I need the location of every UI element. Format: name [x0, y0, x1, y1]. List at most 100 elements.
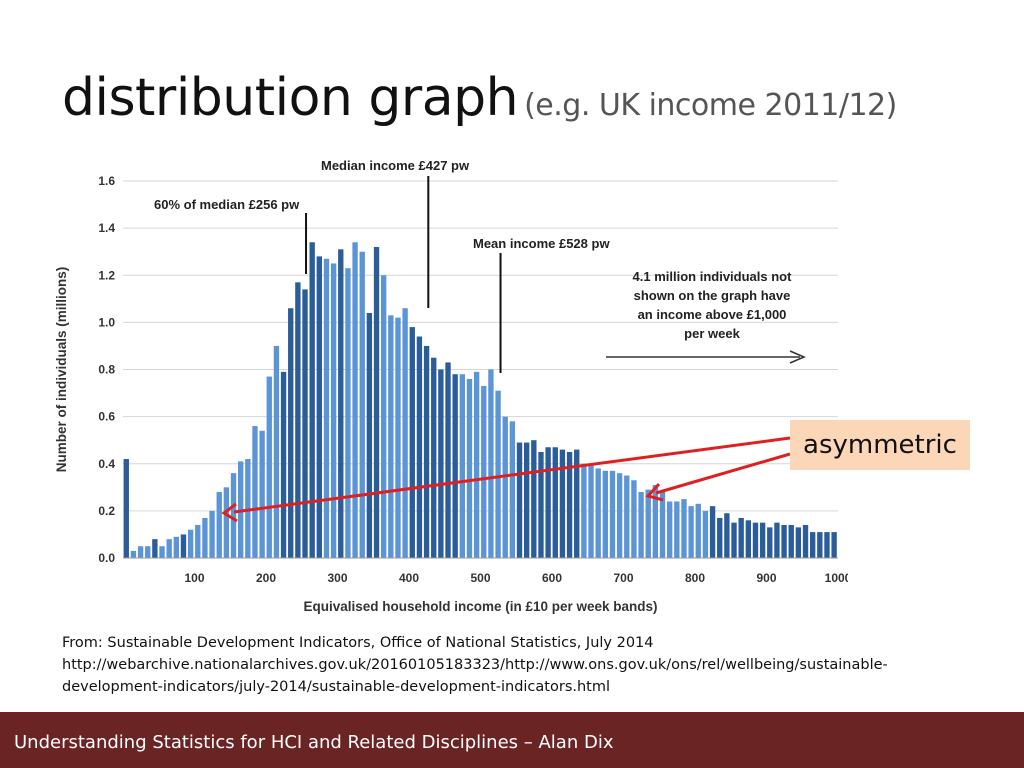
histogram-bar [652, 484, 659, 558]
histogram-bar [581, 463, 587, 558]
slide-title: distribution graph (e.g. UK income 2011/1… [62, 68, 897, 128]
histogram-bar [509, 421, 516, 558]
histogram-bar [702, 510, 709, 558]
histogram-bar [438, 369, 444, 558]
x-tick-label: 900 [756, 571, 776, 585]
histogram-bar [731, 522, 737, 558]
asymmetric-arrowhead-right [645, 482, 664, 502]
source-line-1: From: Sustainable Development Indicators… [62, 635, 654, 651]
histogram-bar [445, 362, 451, 558]
histogram-bar [602, 470, 608, 558]
y-tick-label: 0.6 [98, 410, 115, 424]
x-tick-label: 1000 [825, 571, 848, 585]
annotation-label: Mean income £528 pw [473, 236, 610, 251]
histogram-bar [631, 480, 637, 558]
y-tick-label: 0.2 [98, 504, 115, 518]
histogram-bar [345, 268, 351, 558]
x-axis-title: Equivalised household income (in £10 per… [303, 599, 657, 614]
histogram-bar [488, 369, 494, 558]
x-tick-label: 500 [470, 571, 490, 585]
x-tick-label: 600 [542, 571, 562, 585]
histogram-bar [373, 246, 380, 558]
histogram-bar [624, 475, 630, 558]
histogram-bar [409, 327, 415, 558]
histogram-bar [302, 289, 308, 558]
x-tick-label: 100 [184, 571, 204, 585]
histogram-bar [266, 376, 272, 558]
histogram-bar [745, 520, 751, 558]
histogram-bar [202, 517, 208, 558]
histogram-bar [795, 527, 802, 558]
y-tick-label: 1.6 [98, 174, 115, 188]
histogram-bar [288, 308, 294, 558]
histogram-bar [252, 426, 258, 558]
histogram-bar [416, 336, 423, 558]
histogram-bar [459, 374, 465, 558]
y-tick-label: 0.4 [98, 457, 115, 471]
histogram-bar [245, 459, 251, 558]
histogram-bar [431, 357, 437, 558]
histogram-bar [810, 532, 816, 558]
histogram-bar [395, 317, 401, 558]
histogram-bar [295, 282, 301, 558]
histogram-bar [831, 532, 837, 558]
histogram-bar [681, 499, 687, 558]
annotation-label: 60% of median £256 pw [154, 197, 300, 212]
asymmetric-arrow-right [655, 452, 791, 495]
asymmetric-callout: asymmetric [790, 420, 970, 470]
histogram-bar [359, 251, 365, 558]
histogram-bar [659, 492, 666, 558]
y-tick-label: 0.0 [98, 551, 115, 565]
histogram-bar [152, 539, 158, 558]
x-tick-label: 800 [685, 571, 705, 585]
footer-bar: Understanding Statistics for HCI and Rel… [0, 712, 1024, 768]
histogram-bar [145, 546, 151, 558]
histogram-bar [195, 525, 201, 558]
histogram-bar [552, 447, 558, 558]
y-tick-label: 1.0 [98, 315, 115, 329]
histogram-bar [695, 503, 701, 558]
histogram-bar [502, 416, 508, 558]
histogram-bar [230, 473, 237, 558]
histogram-bar [166, 539, 172, 558]
histogram-bar [609, 470, 616, 558]
asymmetric-arrowhead-left [221, 502, 238, 523]
histogram-bar [559, 449, 566, 558]
histogram-bar [323, 258, 330, 558]
histogram-bar [330, 263, 337, 558]
histogram-bar [524, 442, 530, 558]
histogram-bar [817, 532, 823, 558]
histogram-bar [781, 525, 787, 558]
income-distribution-chart: 0.0 0.2 0.4 0.6 0.8 1.0 1.2 1.4 1.6 100 200 300 400 5… [54, 158, 848, 614]
histogram-bar [759, 522, 766, 558]
histogram-bar [223, 487, 230, 558]
histogram-bar [738, 517, 744, 558]
off-chart-note-line: an income above £1,000 [638, 307, 787, 322]
histogram-bar [724, 513, 730, 558]
histogram-bar [717, 517, 723, 558]
histogram-bar [338, 249, 344, 559]
off-chart-note-line: shown on the graph have [634, 288, 791, 303]
histogram-bar [667, 501, 673, 558]
histogram-bar [638, 492, 644, 558]
histogram-bar [774, 522, 780, 558]
histogram-bar [209, 510, 215, 558]
histogram-bar [123, 459, 129, 558]
histogram-bar [674, 501, 680, 558]
histogram-bar [352, 242, 358, 558]
slide-subtitle: (e.g. UK income 2011/12) [524, 88, 897, 123]
histogram-bar [495, 390, 501, 558]
histogram-bar [566, 451, 573, 558]
x-tick-label: 300 [327, 571, 347, 585]
histogram-bar [481, 385, 487, 558]
histogram-bar [216, 492, 222, 558]
histogram-bar [538, 451, 544, 558]
histogram-bar [802, 525, 809, 558]
histogram-bar [423, 345, 430, 558]
histogram-bar [309, 242, 315, 558]
footer-text: Understanding Statistics for HCI and Rel… [14, 732, 614, 753]
histogram-bar [187, 529, 194, 558]
histogram-bar [452, 374, 458, 558]
histogram-bar [130, 550, 137, 558]
x-tick-label: 200 [256, 571, 276, 585]
